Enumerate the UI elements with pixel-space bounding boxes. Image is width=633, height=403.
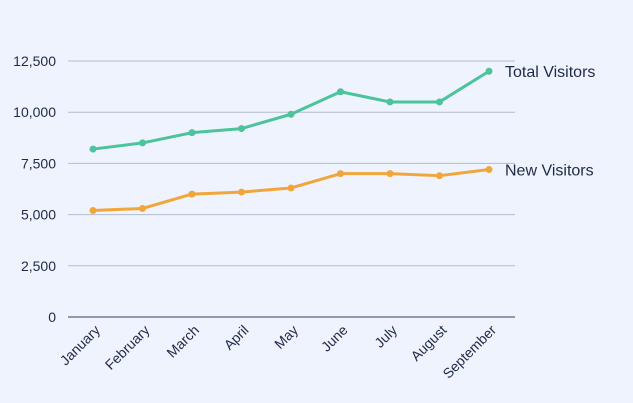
y-tick-label: 10,000 <box>13 104 56 120</box>
data-point <box>485 67 493 75</box>
data-point <box>287 110 295 118</box>
y-tick-label: 0 <box>48 309 56 325</box>
data-point <box>238 188 245 196</box>
data-point <box>337 88 344 96</box>
data-point <box>89 145 97 153</box>
x-tick-label: April <box>220 322 251 353</box>
x-tick-label: February <box>102 322 153 373</box>
x-tick-label: January <box>57 322 104 369</box>
series-label: New Visitors <box>505 163 594 180</box>
data-point <box>188 190 196 198</box>
data-point <box>436 98 443 106</box>
data-point <box>485 166 493 174</box>
label-layer: Total Visitors New Visitors <box>505 64 595 179</box>
series-layer <box>89 67 493 215</box>
data-point <box>386 98 394 106</box>
grid-layer <box>68 60 515 267</box>
data-point <box>188 129 196 137</box>
y-tick-label: 7,500 <box>21 155 56 171</box>
data-point <box>436 172 443 180</box>
data-point <box>139 139 146 147</box>
data-point <box>238 125 245 133</box>
data-point <box>89 207 97 215</box>
data-point <box>337 170 344 178</box>
data-point <box>139 204 146 212</box>
x-tick-label: March <box>163 322 202 361</box>
y-tick-label: 5,000 <box>21 207 56 223</box>
x-tick-label: July <box>371 322 400 351</box>
data-point <box>386 170 394 178</box>
series-line <box>91 69 491 151</box>
y-tick-label: 12,500 <box>13 53 56 69</box>
x-tick-label: August <box>407 322 449 364</box>
y-tick-label: 2,500 <box>21 258 56 274</box>
x-tick-label: June <box>318 322 351 355</box>
x-tick-label: September <box>439 322 499 382</box>
series-label: Total Visitors <box>505 64 595 81</box>
data-point <box>287 184 295 192</box>
x-tick-label: May <box>271 322 301 352</box>
